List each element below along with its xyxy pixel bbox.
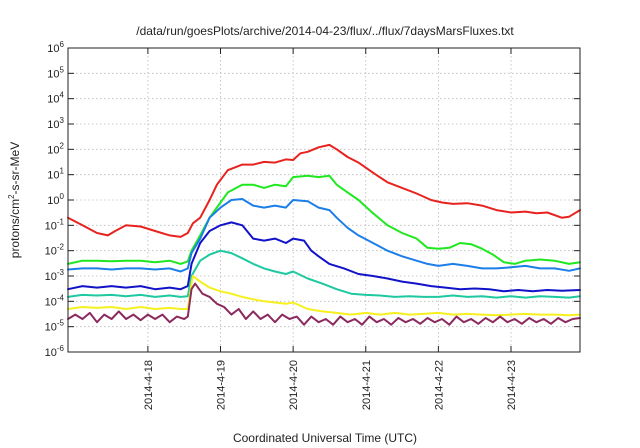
- y-tick-label: 10-3: [45, 268, 65, 283]
- series-line-1: [67, 143, 581, 238]
- y-tick-label: 100: [47, 192, 64, 207]
- series-line-5: [67, 249, 581, 299]
- x-tick-label: 2014-4-18: [143, 360, 155, 410]
- chart-title: /data/run/goesPlots/archive/2014-04-23/f…: [136, 24, 514, 38]
- y-tick-label: 104: [47, 91, 64, 106]
- y-tick-label: 10-1: [45, 217, 65, 232]
- y-tick-label: 106: [47, 40, 64, 55]
- series-line-4: [67, 221, 581, 293]
- y-tick-label: 10-4: [45, 293, 65, 308]
- series-group: [67, 143, 581, 326]
- y-tick-label: 10-5: [45, 319, 65, 334]
- x-tick-label: 2014-4-20: [288, 360, 300, 410]
- series-line-2: [67, 174, 581, 265]
- y-tick-label: 103: [47, 116, 64, 131]
- x-tick-label: 2014-4-19: [216, 360, 228, 410]
- y-tick-label: 10-6: [45, 344, 65, 359]
- y-tick-label: 102: [47, 141, 64, 156]
- y-axis-label: protons/cm2-s-sr-MeV: [7, 142, 22, 258]
- grid: [68, 48, 580, 352]
- y-axis: 10-6 10-5 10-4 10-3 10-2 10-1 100 101 102 103 104 1…: [45, 40, 580, 359]
- y-tick-label: 10-2: [45, 243, 65, 258]
- x-tick-label: 2014-4-23: [506, 360, 518, 410]
- x-tick-label: 2014-4-22: [433, 360, 445, 410]
- series-line-7: [67, 282, 581, 326]
- y-tick-label: 105: [47, 65, 64, 80]
- x-axis-label: Coordinated Universal Time (UTC): [233, 431, 417, 445]
- x-tick-label: 2014-4-21: [361, 360, 373, 410]
- x-axis: 2014-4-18 2014-4-19 2014-4-20 2014-4-21 2014…: [143, 48, 518, 410]
- series-line-3: [67, 198, 581, 273]
- series-line-6: [67, 275, 581, 317]
- y-tick-label: 101: [47, 167, 64, 182]
